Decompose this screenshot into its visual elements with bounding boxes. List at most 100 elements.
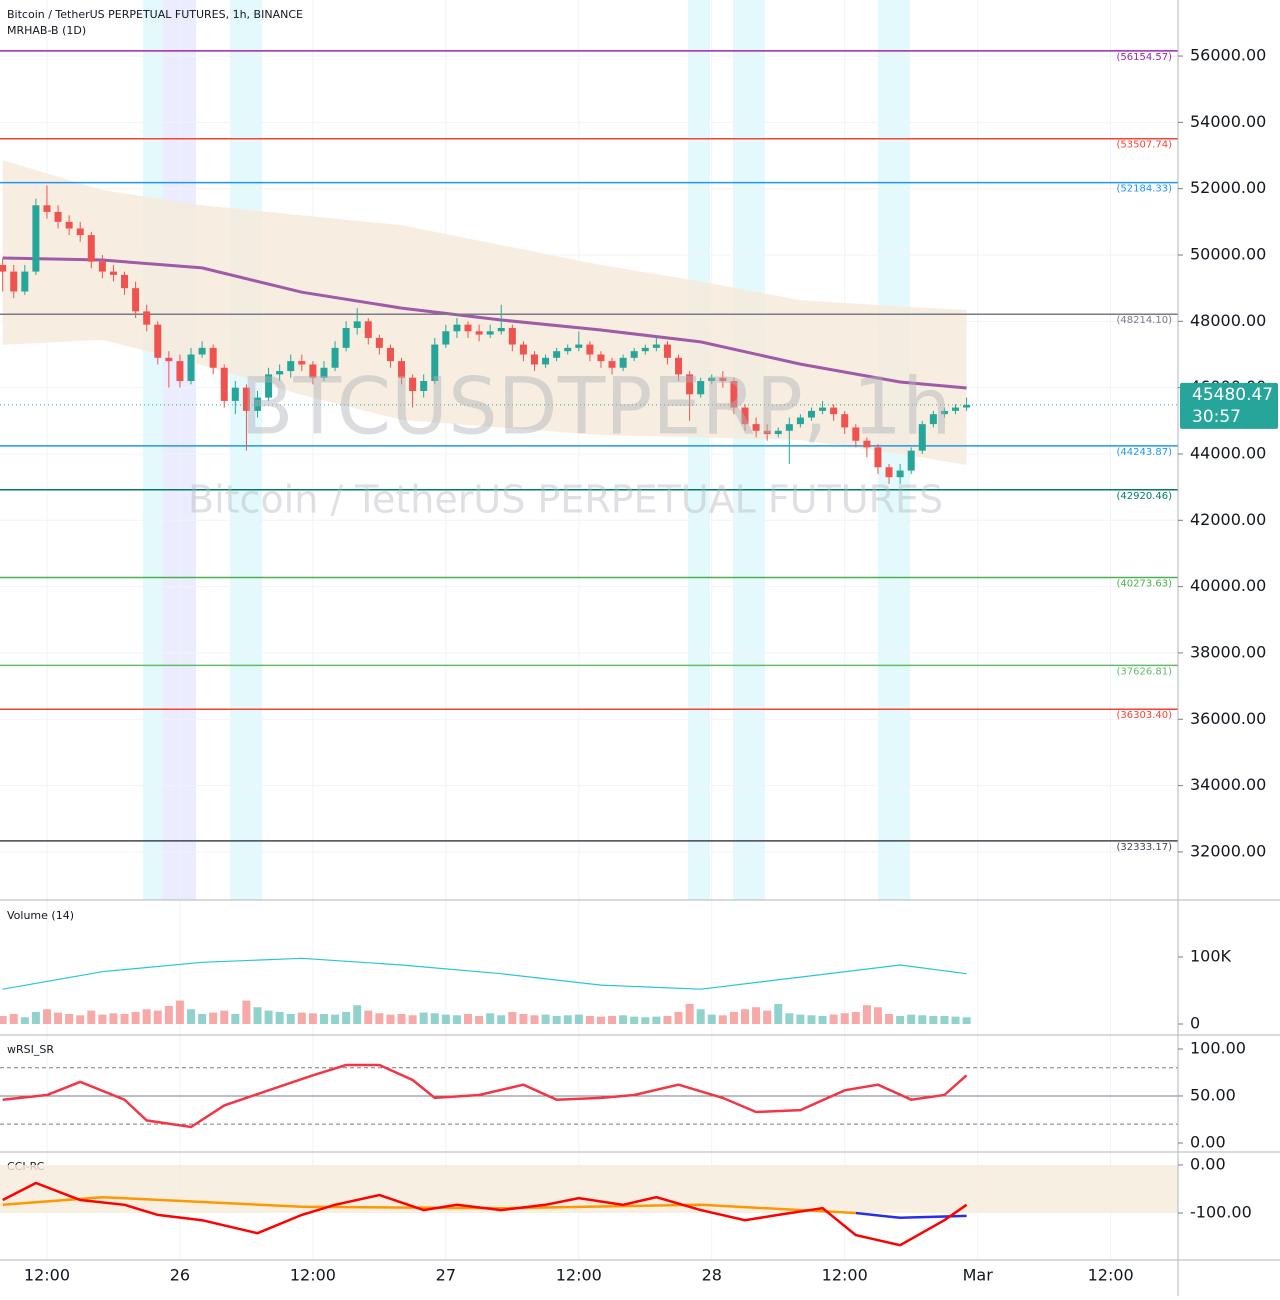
y-tick-label: 50000.00: [1190, 245, 1266, 264]
volume-bar: [231, 1013, 240, 1025]
candle-body: [918, 424, 926, 451]
candle-body: [187, 354, 195, 382]
header-title: Bitcoin / TetherUS PERPETUAL FUTURES, 1h…: [7, 8, 303, 21]
last-price-box: [1180, 382, 1278, 429]
x-tick-label: Mar: [963, 1266, 994, 1285]
volume-bar: [464, 1013, 473, 1025]
volume-bar: [940, 1015, 949, 1025]
indicator-line: [2, 1181, 968, 1247]
volume-bar: [862, 1005, 871, 1025]
volume-bar: [297, 1012, 306, 1025]
x-tick-label: 12:00: [556, 1266, 602, 1285]
candle-body: [752, 424, 760, 431]
y-tick-label: 42000.00: [1190, 510, 1266, 529]
volume-bar: [574, 1014, 583, 1025]
volume-bar: [198, 1013, 207, 1025]
panel-title: wRSI_SR: [7, 1043, 54, 1056]
level-label: (56154.57): [1116, 52, 1172, 63]
candle-body: [719, 377, 727, 382]
level-label: (42920.46): [1116, 491, 1172, 502]
volume-bar: [552, 1015, 561, 1025]
volume-bar: [142, 1009, 151, 1025]
volume-bar: [253, 1007, 262, 1025]
candle-body: [76, 228, 84, 236]
y-tick-label: 52000.00: [1190, 178, 1266, 197]
candle-body: [952, 407, 960, 411]
candle-body: [963, 404, 971, 408]
indicator-line: [2, 1195, 856, 1215]
y-tick-label: 48000.00: [1190, 311, 1266, 330]
candle-body: [209, 347, 217, 368]
candle-body: [542, 357, 550, 365]
volume-bar: [20, 1017, 29, 1025]
volume-bar: [918, 1015, 927, 1025]
volume-bar: [9, 1013, 18, 1025]
volume-bar: [0, 1015, 7, 1025]
volume-bar: [98, 1014, 107, 1025]
volume-bar: [120, 1013, 129, 1025]
volume-bar: [386, 1014, 395, 1025]
volume-bar: [486, 1013, 495, 1025]
volume-bar: [209, 1012, 218, 1025]
volume-bar: [397, 1013, 406, 1025]
candle-body: [54, 211, 62, 222]
candle-body: [453, 324, 461, 332]
last-price: 45480.47: [1192, 385, 1273, 405]
candle-body: [686, 374, 694, 395]
volume-bar: [652, 1016, 661, 1025]
volume-bar: [885, 1013, 894, 1025]
candle-body: [575, 344, 583, 348]
volume-bar: [353, 1005, 362, 1025]
volume-bar: [497, 1015, 506, 1025]
volume-bar: [696, 1009, 705, 1025]
candle-body: [165, 357, 173, 362]
volume-bar: [441, 1014, 450, 1025]
volume-bar: [674, 1011, 683, 1025]
level-label: (53507.74): [1116, 140, 1172, 151]
candle-body: [785, 424, 793, 431]
candle-body: [508, 327, 516, 345]
level-label: (36303.40): [1116, 710, 1172, 721]
candle-body: [21, 271, 29, 292]
candle-body: [176, 361, 184, 382]
candle-body: [298, 361, 306, 365]
candle-body: [830, 407, 838, 415]
candle-body: [109, 271, 117, 275]
candle-body: [331, 347, 339, 368]
candle-body: [940, 410, 948, 415]
volume-bar: [829, 1014, 838, 1025]
candle-body: [641, 347, 649, 352]
volume-bar: [929, 1015, 938, 1025]
candle-body: [796, 417, 804, 425]
plot-layer: Volume (14)wRSI_SRCCI-RC: [0, 0, 1178, 1260]
x-tick-label: 28: [702, 1266, 722, 1285]
candle-body: [386, 347, 394, 362]
volume-bar: [729, 1011, 738, 1025]
candle-body: [10, 271, 18, 292]
x-tick-label: 12:00: [1088, 1266, 1134, 1285]
candle-body: [442, 331, 450, 345]
volume-bar: [408, 1015, 417, 1025]
candle-body: [87, 235, 95, 262]
candle-body: [530, 354, 538, 365]
volume-bar: [907, 1014, 916, 1025]
y-tick-label: 32000.00: [1190, 841, 1266, 860]
candle-body: [763, 430, 771, 435]
volume-bar: [619, 1015, 628, 1025]
candle-body: [708, 377, 716, 382]
x-tick-label: 12:00: [24, 1266, 70, 1285]
volume-bar: [741, 1009, 750, 1025]
candle-body: [98, 261, 106, 272]
volume-bar: [752, 1007, 761, 1025]
candle-body: [198, 347, 206, 355]
volume-bar: [220, 1010, 229, 1025]
candle-body: [630, 351, 638, 358]
candle-body: [231, 387, 239, 401]
countdown: 30:57: [1192, 407, 1241, 427]
cci-band: [0, 1165, 1178, 1214]
volume-bar: [430, 1013, 439, 1025]
volume-bar: [76, 1015, 85, 1025]
level-label: (32333.17): [1116, 842, 1172, 853]
y-tick-label: 38000.00: [1190, 642, 1266, 661]
volume-bar: [242, 1000, 251, 1025]
